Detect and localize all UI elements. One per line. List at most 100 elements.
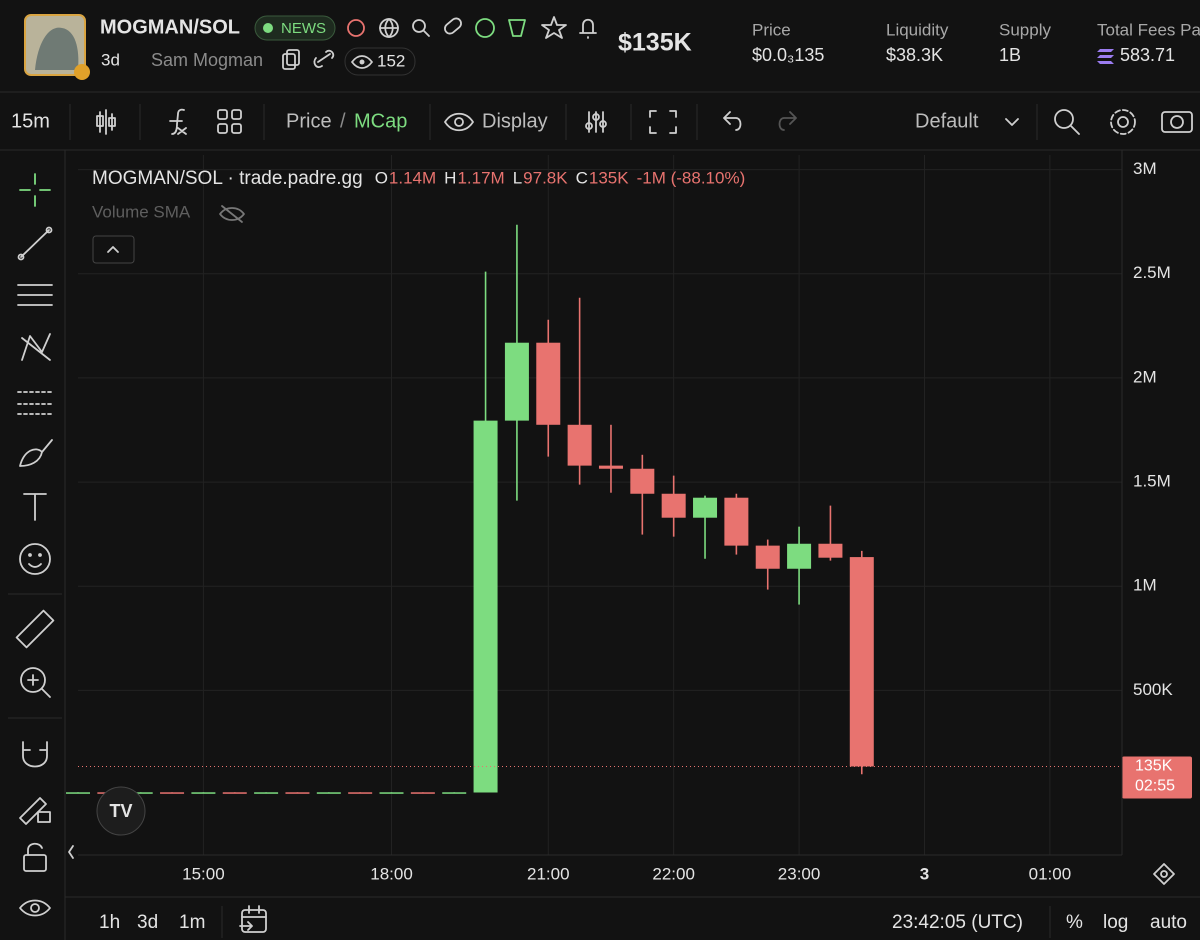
y-tick-label: 1M xyxy=(1133,576,1157,595)
ohlc-legend: O 1.14M H 1.17M L 97.8K C 135K -1M (-88.10%) xyxy=(375,168,746,187)
range-button[interactable]: 3d xyxy=(137,912,158,933)
x-tick-label: 01:00 xyxy=(1029,864,1072,883)
collapse-legend[interactable] xyxy=(92,235,135,264)
candle-body xyxy=(348,792,373,794)
auto-toggle[interactable]: auto xyxy=(1150,912,1187,933)
toolbar-icons[interactable] xyxy=(96,108,1193,135)
stat-value: 1B xyxy=(999,45,1021,65)
ohlc-key: L xyxy=(513,168,522,187)
token-title[interactable]: MOGMAN/SOL xyxy=(100,16,240,38)
ohlc-key: H xyxy=(444,168,456,187)
news-pill[interactable] xyxy=(254,15,336,41)
stat-value: $38.3K xyxy=(886,45,943,65)
token-header: MOGMAN/SOL NEWS 3d Sam Mogman 152 $135K … xyxy=(24,14,1200,80)
display-button[interactable]: Display xyxy=(482,110,548,132)
viewer-count: 152 xyxy=(377,51,405,70)
mcap-toggle[interactable]: MCap xyxy=(354,110,407,132)
candle-body xyxy=(693,497,718,518)
candle-body xyxy=(442,792,467,794)
bar-countdown: 02:55 xyxy=(1135,778,1175,795)
y-tick-label: 2.5M xyxy=(1133,263,1171,282)
candle-body xyxy=(661,493,686,518)
market-cap: $135K xyxy=(618,29,692,57)
indicator-label[interactable]: Volume SMA xyxy=(92,202,191,221)
drawing-tools[interactable] xyxy=(15,173,55,917)
ohlc-key: C xyxy=(576,168,588,187)
interval-button[interactable]: 15m xyxy=(11,110,50,132)
stat-label: Price xyxy=(752,20,791,39)
stat-label: Supply xyxy=(999,20,1051,39)
tradingview-mark: TV xyxy=(109,801,132,821)
x-tick-label: 23:00 xyxy=(778,864,821,883)
candle-body xyxy=(567,424,592,466)
range-button[interactable]: 1h xyxy=(99,912,120,933)
creator-icons[interactable] xyxy=(282,49,335,70)
ohlc-value: 1.17M xyxy=(457,168,504,187)
stat-value: $0.0₃135 xyxy=(752,45,824,65)
percent-toggle[interactable]: % xyxy=(1066,912,1083,933)
tradingview-logo[interactable] xyxy=(96,786,146,836)
candle-body xyxy=(787,543,812,569)
y-tick-label: 1.5M xyxy=(1133,472,1171,491)
stat-value: 583.71 xyxy=(1120,45,1175,65)
token-age: 3d xyxy=(101,50,120,69)
candle-body xyxy=(254,792,279,794)
ohlc-change: -1M (-88.10%) xyxy=(637,168,746,187)
collapse-arrow xyxy=(107,246,119,253)
candle-body xyxy=(473,420,498,793)
viewers-icon xyxy=(351,55,373,69)
ohlc-value: 135K xyxy=(589,168,629,187)
candle-body xyxy=(536,342,561,425)
stat-label: Total Fees Pa xyxy=(1097,20,1200,39)
collapse-tools[interactable] xyxy=(68,845,74,859)
viewers-pill xyxy=(344,47,416,76)
log-toggle[interactable]: log xyxy=(1103,912,1128,933)
header-icons[interactable] xyxy=(347,16,597,39)
candle-body xyxy=(285,792,310,794)
avatar-art xyxy=(35,27,79,70)
range-button[interactable]: 1m xyxy=(179,912,205,933)
y-tick-label: 500K xyxy=(1133,680,1173,699)
y-tick-label: 2M xyxy=(1133,367,1157,386)
candle-body xyxy=(630,468,655,494)
candle-body xyxy=(724,497,749,546)
candle-body xyxy=(128,792,153,794)
token-stats: Price $0.0₃135 Liquidity $38.3K Supply 1B Tota… xyxy=(752,20,1200,64)
ohlc-value: 1.14M xyxy=(389,168,436,187)
creator-name[interactable]: Sam Mogman xyxy=(151,50,263,70)
indicator-hidden-icon[interactable] xyxy=(219,205,245,223)
utc-clock[interactable]: 23:42:05 (UTC) xyxy=(892,912,1023,933)
x-tick-label: 22:00 xyxy=(652,864,695,883)
candle-body xyxy=(598,465,623,469)
candle-body xyxy=(222,792,247,794)
candle-body xyxy=(504,342,529,421)
candle-body xyxy=(160,792,185,794)
news-icon xyxy=(263,23,273,33)
y-tick-label: 3M xyxy=(1133,159,1157,178)
x-tick-label: 18:00 xyxy=(370,864,413,883)
axis-settings[interactable] xyxy=(1153,863,1175,885)
candle-body xyxy=(379,792,404,794)
chart-toolbar: 15m Price / MCap Display Default xyxy=(11,104,1193,140)
candle-body xyxy=(410,792,435,794)
candle-body xyxy=(849,557,874,767)
layout-select[interactable]: Default xyxy=(915,110,979,132)
candle-body xyxy=(66,792,90,794)
avatar-badge xyxy=(74,64,90,80)
price-toggle[interactable]: Price xyxy=(286,110,332,132)
last-price-badge xyxy=(1122,756,1192,799)
x-tick-label: 3 xyxy=(920,864,929,883)
ohlc-value: 97.8K xyxy=(523,168,568,187)
date-range-icon[interactable] xyxy=(239,905,267,933)
x-tick-label: 21:00 xyxy=(527,864,570,883)
range-buttons: 1h 3d 1m xyxy=(99,912,205,933)
stat-label: Liquidity xyxy=(886,20,949,39)
price-chart: 500K 1M 1.5M 2M 2.5M 3M 15:00 18:00 21:00 22:00 23… xyxy=(66,155,1192,883)
solana-icon xyxy=(1097,49,1114,64)
news-badge[interactable]: NEWS xyxy=(281,20,326,37)
candle-body xyxy=(316,792,341,794)
candle-body xyxy=(818,543,843,558)
